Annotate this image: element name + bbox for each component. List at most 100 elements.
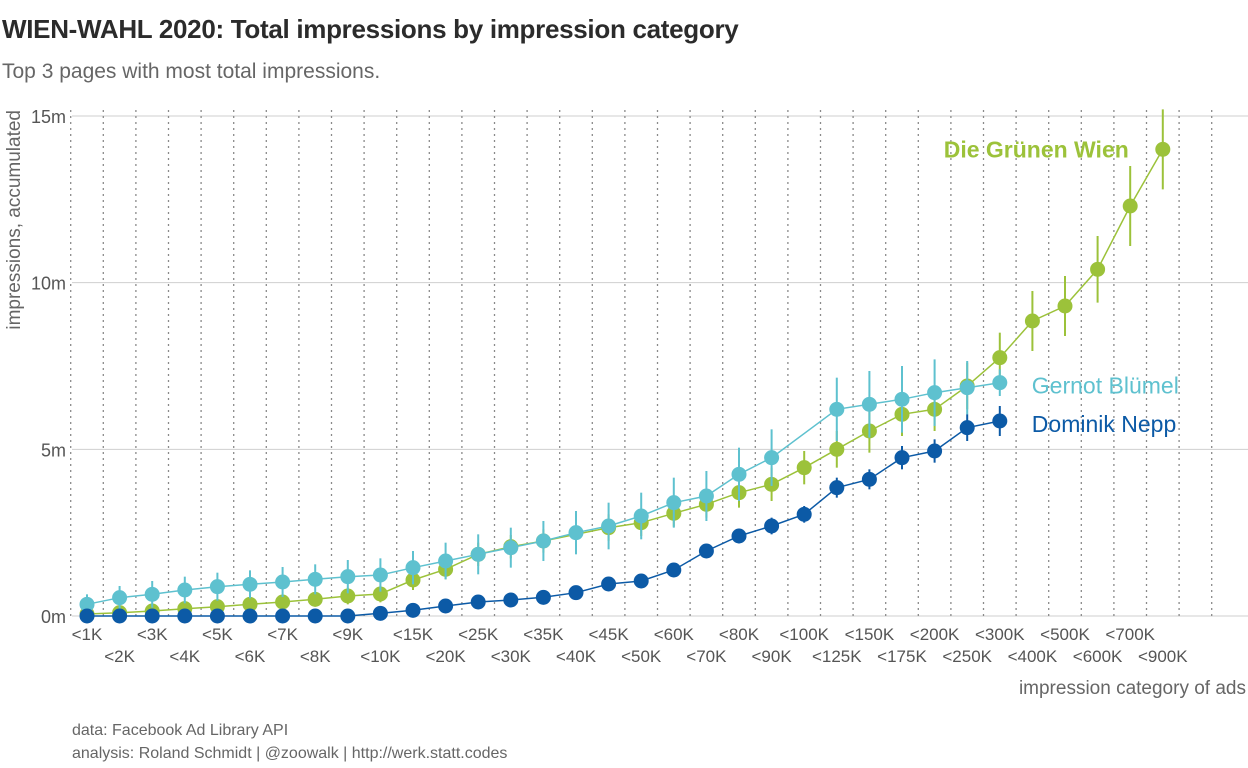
data-point-gernot-bl-mel: [372, 567, 388, 583]
data-point-gernot-bl-mel: [405, 560, 421, 576]
series-label-die-gr-nen-wien: Die Grünen Wien: [944, 136, 1129, 162]
data-point-die-gr-nen-wien: [307, 591, 323, 607]
data-point-dominik-nepp: [144, 608, 160, 624]
x-tick-label: <150K: [845, 625, 895, 644]
data-point-dominik-nepp: [633, 573, 649, 589]
data-point-gernot-bl-mel: [927, 385, 943, 401]
x-tick-label: <600K: [1073, 647, 1123, 666]
data-point-gernot-bl-mel: [666, 495, 682, 511]
x-tick-label: <20K: [426, 647, 467, 666]
x-tick-label: <175K: [877, 647, 927, 666]
x-tick-label: <400K: [1008, 647, 1058, 666]
data-point-dominik-nepp: [927, 443, 943, 459]
data-point-gernot-bl-mel: [633, 508, 649, 524]
series-label-dominik-nepp: Dominik Nepp: [1032, 411, 1176, 437]
data-point-dominik-nepp: [796, 506, 812, 522]
data-point-dominik-nepp: [666, 562, 682, 578]
data-point-gernot-bl-mel: [242, 576, 258, 592]
data-point-dominik-nepp: [829, 480, 845, 496]
data-point-die-gr-nen-wien: [1057, 298, 1073, 314]
data-point-gernot-bl-mel: [829, 401, 845, 417]
data-point-dominik-nepp: [731, 528, 747, 544]
x-tick-label: <80K: [719, 625, 760, 644]
data-point-gernot-bl-mel: [438, 553, 454, 569]
data-point-die-gr-nen-wien: [1090, 261, 1106, 277]
x-tick-label: <8K: [300, 647, 331, 666]
x-tick-label: <35K: [523, 625, 564, 644]
data-point-die-gr-nen-wien: [829, 441, 845, 457]
data-point-die-gr-nen-wien: [275, 594, 291, 610]
x-tick-label: <200K: [910, 625, 960, 644]
data-point-gernot-bl-mel: [764, 450, 780, 466]
x-tick-label: <250K: [942, 647, 992, 666]
data-point-die-gr-nen-wien: [372, 586, 388, 602]
data-point-gernot-bl-mel: [79, 596, 95, 612]
x-tick-label: <70K: [686, 647, 727, 666]
x-tick-label: <10K: [360, 647, 401, 666]
x-tick-label: <3K: [137, 625, 168, 644]
data-point-gernot-bl-mel: [601, 518, 617, 534]
y-tick-label: 15m: [31, 107, 66, 127]
data-point-dominik-nepp: [177, 608, 193, 624]
chart-title: WIEN-WAHL 2020: Total impressions by imp…: [2, 14, 739, 44]
data-point-die-gr-nen-wien: [242, 596, 258, 612]
data-point-dominik-nepp: [340, 608, 356, 624]
data-point-gernot-bl-mel: [209, 579, 225, 595]
data-point-gernot-bl-mel: [992, 375, 1008, 391]
data-point-gernot-bl-mel: [177, 582, 193, 598]
chart-subtitle: Top 3 pages with most total impressions.: [2, 60, 381, 83]
data-point-die-gr-nen-wien: [1155, 141, 1171, 157]
data-point-gernot-bl-mel: [959, 380, 975, 396]
x-tick-label: <4K: [169, 647, 200, 666]
data-point-gernot-bl-mel: [503, 540, 519, 556]
caption-data-source: data: Facebook Ad Library API: [72, 722, 289, 739]
x-tick-label: <40K: [556, 647, 597, 666]
series-line-gernot-bl-mel: [86, 381, 1000, 606]
data-point-dominik-nepp: [307, 608, 323, 624]
data-point-dominik-nepp: [992, 413, 1008, 429]
x-tick-label: <6K: [235, 647, 266, 666]
x-tick-label: <1K: [72, 625, 103, 644]
data-point-gernot-bl-mel: [698, 488, 714, 504]
x-tick-label: <50K: [621, 647, 662, 666]
data-point-gernot-bl-mel: [568, 525, 584, 541]
data-point-die-gr-nen-wien: [340, 588, 356, 604]
data-point-dominik-nepp: [438, 598, 454, 614]
data-point-dominik-nepp: [764, 518, 780, 534]
x-tick-label: <9K: [332, 625, 363, 644]
data-point-dominik-nepp: [601, 576, 617, 592]
data-point-dominik-nepp: [894, 450, 910, 466]
caption-analysis-credit: analysis: Roland Schmidt | @zoowalk | ht…: [72, 745, 508, 762]
x-tick-label: <25K: [458, 625, 499, 644]
data-point-die-gr-nen-wien: [992, 350, 1008, 366]
data-point-dominik-nepp: [568, 585, 584, 601]
y-tick-label: 0m: [41, 607, 66, 627]
x-axis-title: impression category of ads: [1019, 678, 1246, 699]
x-tick-label: <5K: [202, 625, 233, 644]
y-tick-label: 5m: [41, 440, 66, 460]
data-point-die-gr-nen-wien: [1024, 313, 1040, 329]
data-point-dominik-nepp: [112, 608, 128, 624]
data-point-dominik-nepp: [209, 608, 225, 624]
data-point-gernot-bl-mel: [861, 396, 877, 412]
data-point-dominik-nepp: [959, 420, 975, 436]
data-point-die-gr-nen-wien: [1122, 198, 1138, 214]
data-point-dominik-nepp: [535, 589, 551, 605]
data-point-gernot-bl-mel: [340, 569, 356, 585]
x-tick-label: <45K: [589, 625, 630, 644]
data-point-dominik-nepp: [861, 471, 877, 487]
x-tick-label: <2K: [104, 647, 135, 666]
x-tick-label: <60K: [654, 625, 695, 644]
series-label-gernot-bl-mel: Gernot Blümel: [1032, 373, 1179, 399]
y-tick-label: 10m: [31, 274, 66, 294]
data-point-gernot-bl-mel: [894, 391, 910, 407]
data-point-gernot-bl-mel: [112, 590, 128, 606]
data-point-dominik-nepp: [372, 605, 388, 621]
data-point-dominik-nepp: [698, 543, 714, 559]
y-axis-title: impressions, accumulated: [4, 110, 25, 330]
data-point-dominik-nepp: [79, 608, 95, 624]
x-tick-label: <700K: [1105, 625, 1155, 644]
x-tick-label: <500K: [1040, 625, 1090, 644]
x-tick-label: <30K: [491, 647, 532, 666]
data-point-dominik-nepp: [503, 592, 519, 608]
